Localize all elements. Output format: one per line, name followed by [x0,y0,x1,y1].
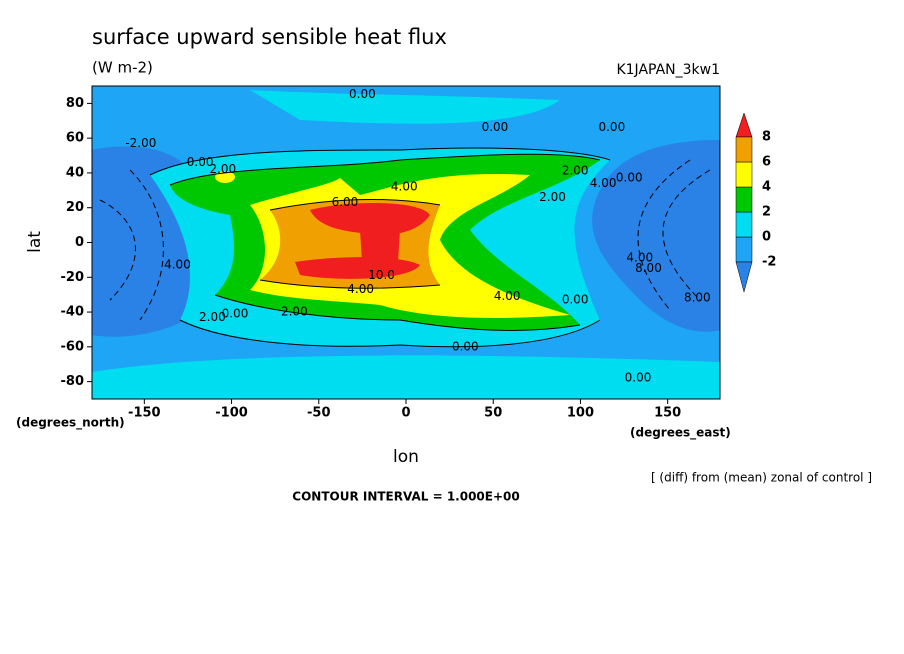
contour-line [269,199,441,211]
colorbar-label: -2 [762,255,776,270]
y-axis-label: lat [25,231,45,253]
x-tick-label: 50 [484,406,502,421]
contour-line [259,279,441,289]
x-tick-label: 100 [567,406,594,421]
contour-label: 2.00 [281,305,308,319]
colorbar-segment [735,136,753,163]
y-tick-label: 80 [66,96,84,111]
contour-label: 4.00 [391,179,418,193]
contour-line [214,294,581,331]
contour-label: 0.00 [187,155,214,169]
colorbar-under [735,261,753,293]
chart-subtitle: (W m-2) [92,59,153,77]
y-tick-label: 0 [75,235,84,250]
colorbar-over [735,112,753,138]
contour-label: -2.00 [125,136,156,150]
x-tick-label: 0 [401,406,410,421]
contour-map: 0.000.00 0.00-2.000.002.004.006.002.002.0… [92,86,720,399]
colorbar-label: 8 [762,130,771,145]
region [295,257,420,279]
region [360,230,400,262]
contour-label: 4.00 [626,251,653,265]
contour-label: 2.00 [209,162,236,176]
x-axis-label: lon [393,447,419,467]
contour-label: 4.00 [347,282,374,296]
region [215,171,235,183]
contour-label: 6.00 [332,195,359,209]
colorbar-label: 4 [762,180,771,195]
y-tick-label: 20 [66,200,84,215]
x-tick-label: -50 [307,406,331,421]
contour-label: 0.00 [562,292,589,306]
region [592,140,720,332]
contour-label: 0.00 [349,87,376,101]
x-tick-label: 150 [654,406,681,421]
contour-label: 0.00 [452,339,479,353]
y-tick-label: -80 [61,374,85,389]
contour-interval: CONTOUR INTERVAL = 1.000E+00 [292,490,519,504]
colorbar-segment [735,211,753,238]
contour-label: 4.00 [590,176,617,190]
contour-line [169,153,601,186]
y-tick-label: 40 [66,165,84,180]
contour-label: 4.00 [164,258,191,272]
contour-label: 2.00 [199,310,226,324]
contour-line [99,199,136,301]
contour-label: 2.00 [562,164,589,178]
y-tick-label: -20 [61,270,85,285]
contour-label: 0.00 [598,120,625,134]
colorbar-label: 0 [762,230,771,245]
colorbar-label: 2 [762,205,771,220]
contour-line [129,169,164,321]
chart-title: surface upward sensible heat flux [92,25,447,49]
x-tick-label: -150 [128,406,161,421]
colorbar-segment [735,161,753,188]
contour-line [662,169,711,301]
region [92,355,720,399]
x-tick-label: -100 [215,406,248,421]
contour-label: 0.00 [482,120,509,134]
contour-label: 0.00 [222,306,249,320]
contour-line [637,159,691,311]
y-tick-label: 60 [66,131,84,146]
run-label: K1JAPAN_3kw1 [616,62,720,78]
contour-label: 10.0 [368,268,395,282]
contour-label: 8.00 [635,261,662,275]
y-tick-label: -60 [61,339,85,354]
contour-label: 0.00 [616,171,643,185]
contour-label: 0.00 [625,371,652,385]
contour-label: 8.00 [684,291,711,305]
contour-line [179,319,601,348]
contour-label: 4.00 [494,289,521,303]
contour-label: 2.00 [539,190,566,204]
note: [ (diff) from (mean) zonal of control ] [651,471,872,485]
contour-line [149,147,611,176]
y-tick-label: -40 [61,305,85,320]
x-unit: (degrees_east) [630,426,731,441]
region [250,90,560,124]
colorbar-segment [735,186,753,213]
colorbar-segment [735,236,753,263]
y-unit: (degrees_north) [16,416,125,431]
region [310,203,430,235]
colorbar-label: 6 [762,155,771,170]
